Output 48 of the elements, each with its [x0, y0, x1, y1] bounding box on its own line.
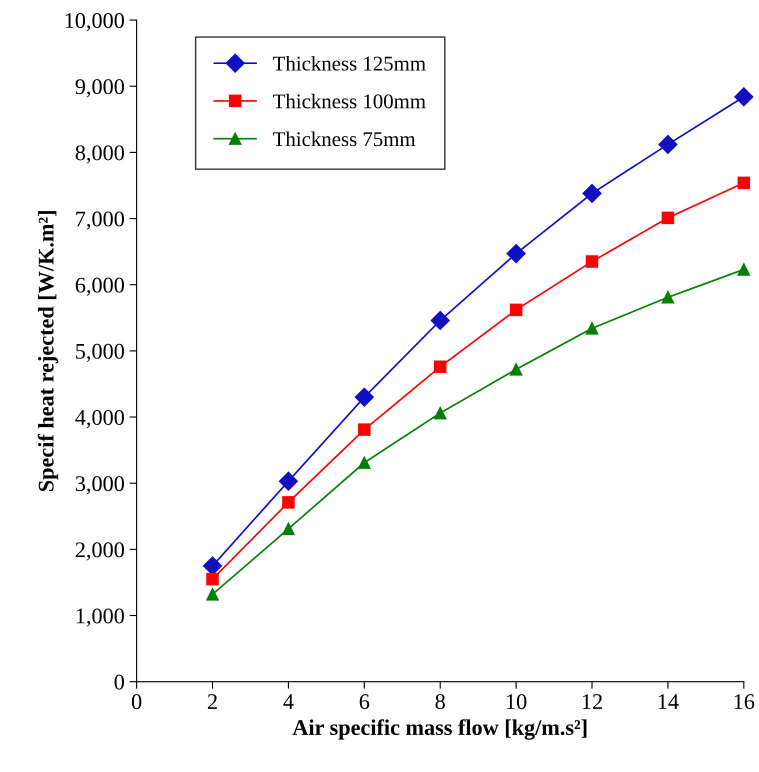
x-tick-label: 8 — [436, 694, 445, 710]
x-tick-label: 4 — [283, 694, 294, 709]
point — [430, 310, 450, 330]
point — [434, 406, 446, 420]
legend-label: Thickness 100mm — [273, 94, 426, 108]
x-tick-label: 6 — [360, 694, 370, 710]
y-tick-label: 0 — [114, 674, 124, 690]
y-tick-label: 10,000 — [66, 13, 124, 32]
point — [738, 176, 750, 190]
point — [662, 291, 674, 304]
y-tick-label: 3,000 — [76, 476, 124, 494]
point — [282, 496, 295, 509]
point — [510, 363, 522, 376]
x-axis-title: Air specific mass flow [kg/m.s²] — [292, 719, 586, 740]
x-tick-label: 16 — [734, 694, 754, 710]
y-tick-label: 8,000 — [76, 145, 124, 164]
y-tick-label: 5,000 — [76, 344, 124, 362]
point — [510, 304, 522, 316]
point — [354, 388, 374, 407]
y-tick-label: 4,000 — [75, 410, 124, 428]
y-tick-label: 1,000 — [76, 608, 124, 627]
point — [586, 322, 598, 335]
y-axis-title: Specif heat rejected [W/K.m²] — [38, 211, 58, 492]
point — [734, 87, 754, 106]
point — [358, 456, 371, 469]
point — [278, 472, 298, 491]
point — [434, 360, 446, 374]
point — [586, 255, 598, 268]
x-tick-label: 14 — [658, 694, 679, 709]
point — [662, 212, 674, 224]
x-tick-label: 12 — [582, 694, 602, 709]
legend-label: Thickness 75mm — [273, 132, 416, 146]
x-tick-label: 0 — [132, 694, 142, 710]
point — [738, 263, 750, 276]
point — [358, 423, 371, 436]
x-tick-label: 2 — [208, 694, 217, 709]
legend-label: Thickness 125mm — [273, 56, 426, 71]
y-tick-label: 6,000 — [76, 278, 124, 296]
point — [206, 588, 219, 601]
point — [506, 244, 526, 264]
point — [658, 134, 678, 154]
x-tick-label: 10 — [506, 694, 526, 710]
y-tick-label: 2,000 — [76, 542, 124, 560]
y-tick-label: 7,000 — [76, 211, 124, 230]
point — [582, 184, 602, 203]
point — [282, 522, 295, 536]
y-tick-label: 9,000 — [76, 79, 124, 98]
point — [206, 572, 219, 586]
